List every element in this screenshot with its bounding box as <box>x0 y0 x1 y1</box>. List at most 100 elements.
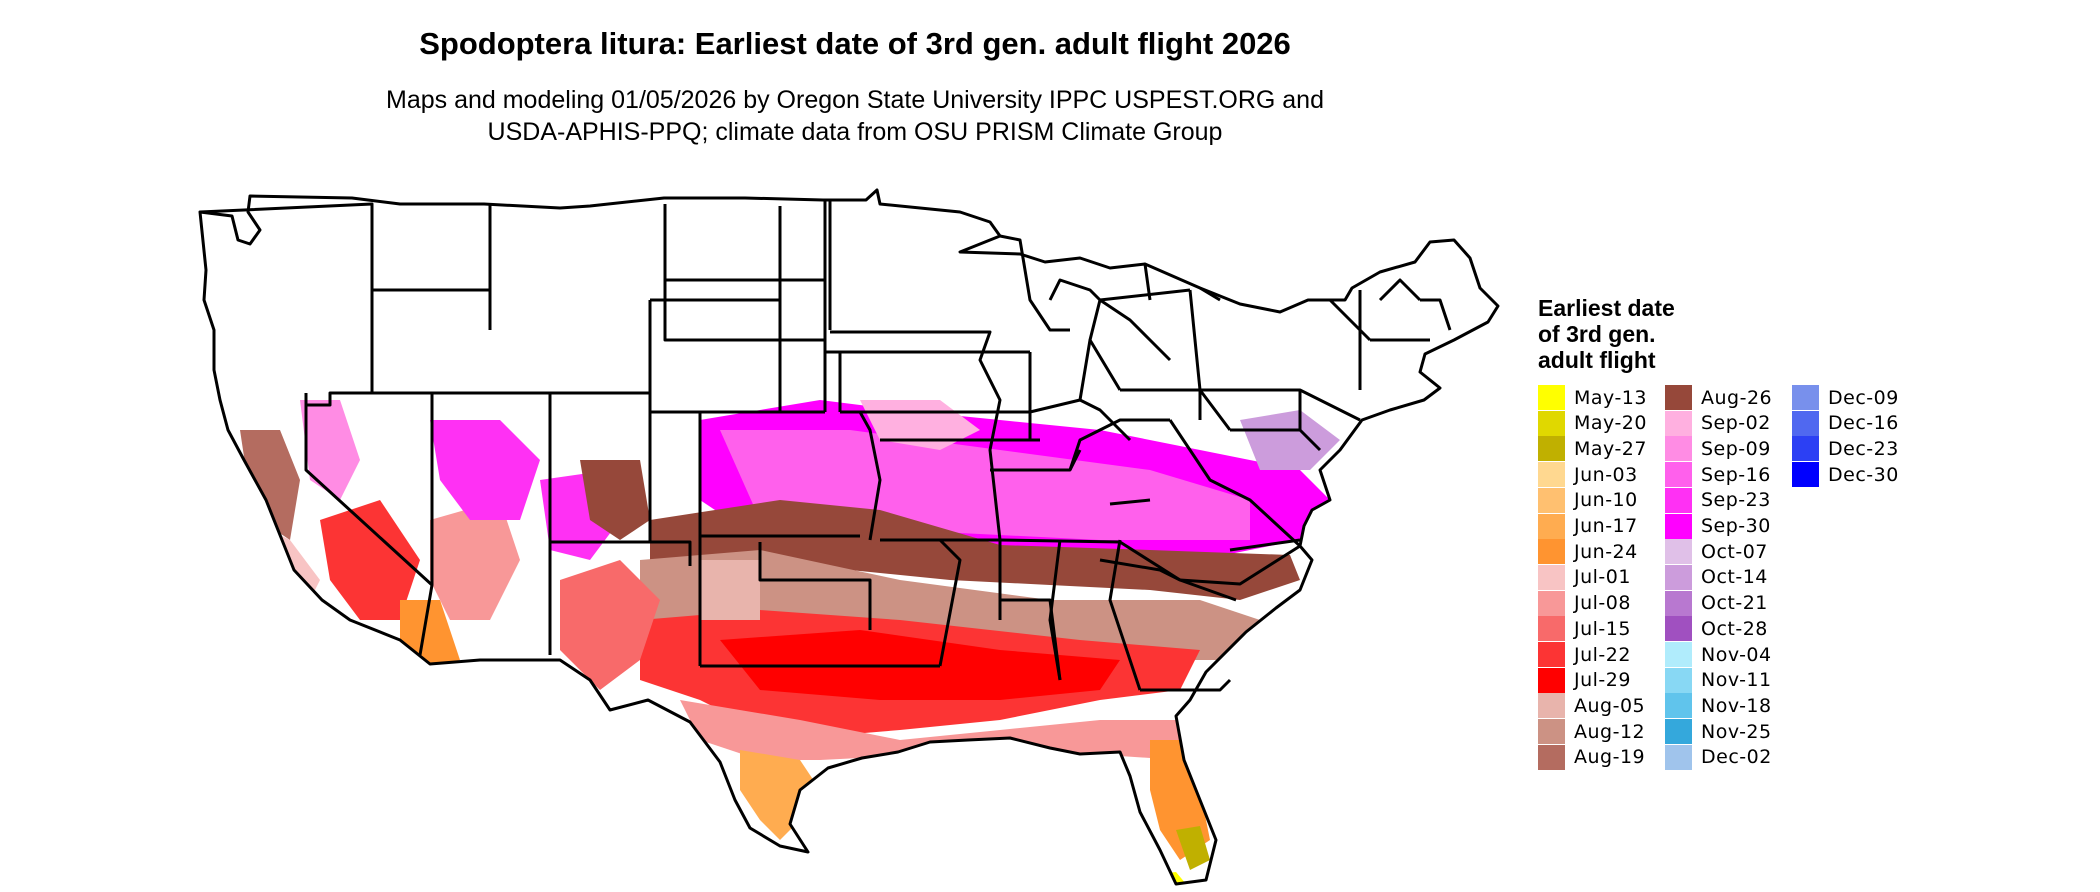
legend-label: Jul-29 <box>1574 669 1631 692</box>
legend-swatch <box>1665 564 1692 590</box>
legend-label: Sep-23 <box>1701 489 1771 512</box>
legend-label: Jun-17 <box>1574 515 1638 537</box>
legend-item: Sep-02 <box>1665 410 1771 436</box>
legend-label: Jun-24 <box>1574 540 1638 563</box>
legend-item: Sep-09 <box>1665 436 1771 462</box>
legend-label: May-20 <box>1574 412 1647 435</box>
legend-item: Nov-04 <box>1665 642 1772 667</box>
map-subtitle: Maps and modeling 01/05/2026 by Oregon S… <box>300 84 1410 148</box>
legend-item: May-13 <box>1538 385 1647 410</box>
legend-swatch <box>1538 513 1565 539</box>
legend-label: Dec-30 <box>1828 463 1899 486</box>
legend-item: Jul-01 <box>1538 564 1631 590</box>
legend-item: Nov-11 <box>1665 667 1772 693</box>
legend-swatch <box>1538 616 1565 642</box>
legend-label: Sep-09 <box>1701 437 1771 460</box>
legend-label: Aug-19 <box>1574 746 1646 769</box>
legend-swatch <box>1665 719 1692 745</box>
legend-swatch <box>1665 642 1692 667</box>
legend-title-line-3: adult flight <box>1538 347 1656 373</box>
legend-swatch <box>1665 539 1692 565</box>
legend-label: Jul-15 <box>1574 617 1631 640</box>
zone-oct-14 <box>1240 410 1340 470</box>
legend-swatch <box>1538 744 1565 770</box>
legend-swatch <box>1538 564 1565 590</box>
zone-aug-19 <box>240 430 300 540</box>
legend-swatch <box>1538 539 1565 565</box>
legend-item: Jul-22 <box>1538 642 1631 667</box>
legend-swatch <box>1538 642 1565 667</box>
legend-swatch <box>1538 436 1565 462</box>
legend-swatch <box>1792 385 1819 410</box>
legend-item: Jun-10 <box>1538 487 1638 513</box>
legend-swatch <box>1538 487 1565 513</box>
legend-swatch <box>1665 436 1692 462</box>
legend-label: Jul-01 <box>1574 566 1631 589</box>
map-title: Spodoptera litura: Earliest date of 3rd … <box>419 26 1291 61</box>
legend-swatch <box>1538 462 1565 488</box>
zone-aug-26 <box>580 460 650 540</box>
legend-swatch <box>1538 590 1565 616</box>
legend-swatch <box>1665 487 1692 513</box>
legend-swatch <box>1665 462 1692 488</box>
legend-label: Sep-02 <box>1701 412 1771 435</box>
zone-may-13 <box>1140 872 1186 884</box>
zone-aug-05 <box>700 560 760 620</box>
legend-swatch <box>1665 590 1692 616</box>
legend-label: Sep-30 <box>1701 515 1771 537</box>
zone-jul-08 <box>680 700 1180 760</box>
legend-item: Sep-23 <box>1665 487 1771 513</box>
legend-item: Nov-18 <box>1665 693 1772 719</box>
legend-item: Aug-12 <box>1538 719 1646 745</box>
legend-swatch <box>1792 410 1819 436</box>
legend-label: Sep-16 <box>1701 463 1771 486</box>
legend-label: Dec-16 <box>1828 412 1899 435</box>
zone-sep-23 <box>430 420 540 520</box>
legend-label: Oct-07 <box>1701 540 1768 563</box>
legend-swatch <box>1665 385 1692 410</box>
legend-title: Earliest date of 3rd gen. adult flight <box>1538 295 1738 373</box>
legend-item: Dec-16 <box>1792 410 1899 436</box>
legend: Earliest date of 3rd gen. adult flight M… <box>1538 295 1898 770</box>
zone-jul-15 <box>560 560 660 690</box>
legend-label: Nov-18 <box>1701 694 1772 717</box>
legend-label: Jun-03 <box>1574 463 1638 486</box>
legend-label: Aug-26 <box>1701 386 1773 409</box>
legend-swatch <box>1538 667 1565 693</box>
legend-item: Dec-30 <box>1792 462 1899 488</box>
legend-item: Aug-05 <box>1538 693 1645 719</box>
zone-jun-17 <box>740 750 820 840</box>
legend-swatch <box>1538 719 1565 745</box>
legend-swatch <box>1665 693 1692 719</box>
legend-item: Aug-26 <box>1665 385 1772 410</box>
legend-swatch <box>1665 410 1692 436</box>
legend-label: Dec-23 <box>1828 437 1899 460</box>
legend-label: Aug-12 <box>1574 720 1646 743</box>
legend-item: Dec-02 <box>1665 744 1772 770</box>
state-borders <box>198 188 1500 886</box>
legend-item: Sep-30 <box>1665 513 1771 539</box>
legend-label: Oct-21 <box>1701 592 1768 615</box>
legend-label: Jun-10 <box>1574 489 1638 512</box>
zone-jul-08 <box>430 500 520 620</box>
legend-swatch <box>1665 667 1692 693</box>
legend-label: Oct-14 <box>1701 566 1768 589</box>
legend-item: Jul-15 <box>1538 616 1631 642</box>
legend-title-line-2: of 3rd gen. <box>1538 321 1656 347</box>
legend-item: Jul-08 <box>1538 590 1631 616</box>
legend-swatch <box>1538 385 1565 410</box>
legend-item: Oct-07 <box>1665 539 1768 565</box>
legend-item: Dec-09 <box>1792 385 1899 410</box>
legend-swatch <box>1538 693 1565 719</box>
legend-item: Jun-17 <box>1538 513 1638 539</box>
subtitle-line-1: Maps and modeling 01/05/2026 by Oregon S… <box>386 86 1324 114</box>
legend-label: Oct-28 <box>1701 617 1768 640</box>
legend-item: Jun-24 <box>1538 539 1638 565</box>
legend-label: May-13 <box>1574 386 1647 409</box>
legend-label: Nov-25 <box>1701 720 1772 743</box>
legend-swatch <box>1792 462 1819 488</box>
zone-sep-09 <box>300 400 360 500</box>
legend-swatch <box>1665 744 1692 770</box>
legend-label: May-27 <box>1574 437 1647 460</box>
